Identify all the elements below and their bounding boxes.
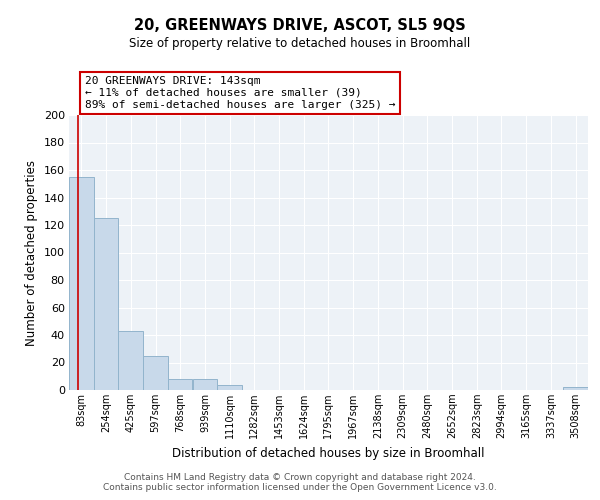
Bar — [94, 218, 118, 390]
Bar — [118, 331, 143, 390]
Text: Contains public sector information licensed under the Open Government Licence v3: Contains public sector information licen… — [103, 484, 497, 492]
Bar — [143, 356, 168, 390]
Text: Contains HM Land Registry data © Crown copyright and database right 2024.: Contains HM Land Registry data © Crown c… — [124, 472, 476, 482]
Bar — [563, 387, 588, 390]
Bar — [217, 384, 242, 390]
X-axis label: Distribution of detached houses by size in Broomhall: Distribution of detached houses by size … — [172, 446, 485, 460]
Bar — [168, 379, 193, 390]
Bar — [193, 379, 217, 390]
Bar — [69, 177, 94, 390]
Y-axis label: Number of detached properties: Number of detached properties — [25, 160, 38, 346]
Text: Size of property relative to detached houses in Broomhall: Size of property relative to detached ho… — [130, 38, 470, 51]
Text: 20, GREENWAYS DRIVE, ASCOT, SL5 9QS: 20, GREENWAYS DRIVE, ASCOT, SL5 9QS — [134, 18, 466, 32]
Text: 20 GREENWAYS DRIVE: 143sqm
← 11% of detached houses are smaller (39)
89% of semi: 20 GREENWAYS DRIVE: 143sqm ← 11% of deta… — [85, 76, 395, 110]
